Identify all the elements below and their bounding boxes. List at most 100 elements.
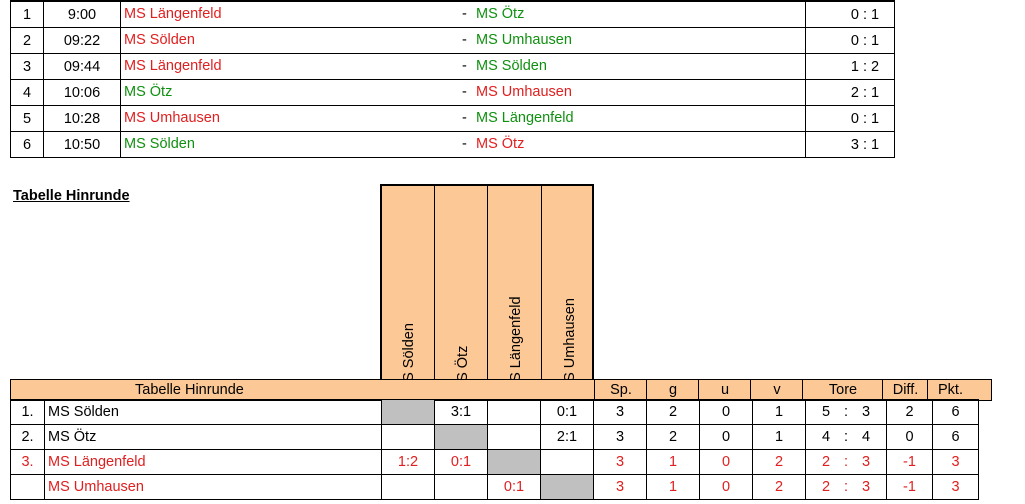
result-cell [487,449,541,475]
match-teams: MS Längenfeld - MS Ötz [120,0,806,28]
stat-goals: 2:3 [805,449,887,475]
away-team: MS Ötz [476,136,525,152]
result-cell: 2:1 [540,424,594,450]
stat-sp: 3 [593,399,647,425]
stat-v: 1 [752,424,806,450]
stat-g: 2 [646,424,700,450]
match-teams: MS Ötz - MS Umhausen [120,79,806,106]
match-row: 3 09:44 MS Längenfeld - MS Sölden 1 : 2 [10,53,895,80]
section-title: Tabelle Hinrunde [13,188,130,204]
standings-row: 2. MS Ötz 2:1 3 2 0 1 4:4 0 6 [10,424,979,450]
home-team: MS Längenfeld [124,58,222,74]
result-cell: 0:1 [540,399,594,425]
standings-row: 3. MS Längenfeld 1:2 0:1 3 1 0 2 2:3 -1 3 [10,449,979,475]
team-name: MS Umhausen [44,474,382,500]
match-score: 2 : 1 [805,79,895,106]
match-time: 09:22 [43,27,121,54]
match-score: 0 : 1 [805,0,895,28]
result-cell: 1:2 [381,449,435,475]
match-number: 2 [10,27,44,54]
match-number: 4 [10,79,44,106]
away-team: MS Umhausen [476,84,572,100]
stat-points: 6 [932,399,979,425]
stat-v: 2 [752,474,806,500]
stat-points: 3 [932,449,979,475]
match-separator: - [462,58,467,74]
result-cell [381,474,435,500]
match-separator: - [462,6,467,22]
rank: 2. [10,424,45,450]
match-teams: MS Sölden - MS Ötz [120,131,806,158]
match-score: 0 : 1 [805,105,895,132]
home-team: MS Sölden [124,136,195,152]
match-row: 2 09:22 MS Sölden - MS Umhausen 0 : 1 [10,27,895,54]
match-time: 10:50 [43,131,121,158]
match-teams: MS Umhausen - MS Längenfeld [120,105,806,132]
result-cell [381,399,435,425]
away-team: MS Längenfeld [476,110,574,126]
rank: 3. [10,449,45,475]
result-cell [540,449,594,475]
result-cell [381,424,435,450]
header-u: u [698,379,751,401]
match-row: 6 10:50 MS Sölden - MS Ötz 3 : 1 [10,131,895,158]
match-score: 1 : 2 [805,53,895,80]
stat-sp: 3 [593,449,647,475]
team-name: MS Längenfeld [44,449,382,475]
stat-points: 3 [932,474,979,500]
stat-diff: -1 [886,474,933,500]
away-team: MS Umhausen [476,32,572,48]
header-diff: Diff. [882,379,928,401]
match-time: 10:06 [43,79,121,106]
match-teams: MS Sölden - MS Umhausen [120,27,806,54]
stat-g: 2 [646,399,700,425]
stat-u: 0 [699,474,753,500]
stat-diff: -1 [886,449,933,475]
rank [10,474,45,500]
match-time: 10:28 [43,105,121,132]
home-team: MS Ötz [124,84,173,100]
team-column-header: MS Längenfeld [487,184,540,399]
team-column-header: MS Ötz [433,184,487,399]
stat-diff: 0 [886,424,933,450]
header-tore: Tore [802,379,883,401]
match-row: 5 10:28 MS Umhausen - MS Längenfeld 0 : 1 [10,105,895,132]
standings-row: MS Umhausen 0:1 3 1 0 2 2:3 -1 3 [10,474,979,500]
home-team: MS Längenfeld [124,6,222,22]
match-score: 0 : 1 [805,27,895,54]
match-time: 9:00 [43,0,121,28]
match-number: 5 [10,105,44,132]
match-table: 1 9:00 MS Längenfeld - MS Ötz 0 : 1 2 09:22 MS S… [10,0,895,158]
team-column-header: MS Sölden [380,184,433,399]
match-separator: - [462,110,467,126]
match-time: 09:44 [43,53,121,80]
stat-u: 0 [699,424,753,450]
team-name: MS Ötz [44,424,382,450]
stat-goals: 5:3 [805,399,887,425]
stat-diff: 2 [886,399,933,425]
result-cell: 0:1 [487,474,541,500]
result-cell: 0:1 [434,449,488,475]
match-number: 1 [10,0,44,28]
stat-v: 1 [752,399,806,425]
result-cell [487,399,541,425]
result-cell [434,474,488,500]
rank: 1. [10,399,45,425]
away-team: MS Sölden [476,58,547,74]
standings-table: 1. MS Sölden 3:1 0:1 3 2 0 1 5:3 2 6 2. MS Ötz 2:1 3 2 0… [10,399,979,500]
match-separator: - [462,136,467,152]
stat-sp: 3 [593,424,647,450]
team-column-header: MS Umhausen [540,184,594,399]
header-pkt: Pkt. [927,379,973,401]
stat-goals: 4:4 [805,424,887,450]
header-sp: Sp. [594,379,647,401]
stat-g: 1 [646,474,700,500]
result-cell [434,424,488,450]
match-teams: MS Längenfeld - MS Sölden [120,53,806,80]
result-cell: 3:1 [434,399,488,425]
standings-header-label: Tabelle Hinrunde [135,382,244,398]
standings-row: 1. MS Sölden 3:1 0:1 3 2 0 1 5:3 2 6 [10,399,979,425]
match-row: 4 10:06 MS Ötz - MS Umhausen 2 : 1 [10,79,895,106]
stat-goals: 2:3 [805,474,887,500]
result-cell [487,424,541,450]
